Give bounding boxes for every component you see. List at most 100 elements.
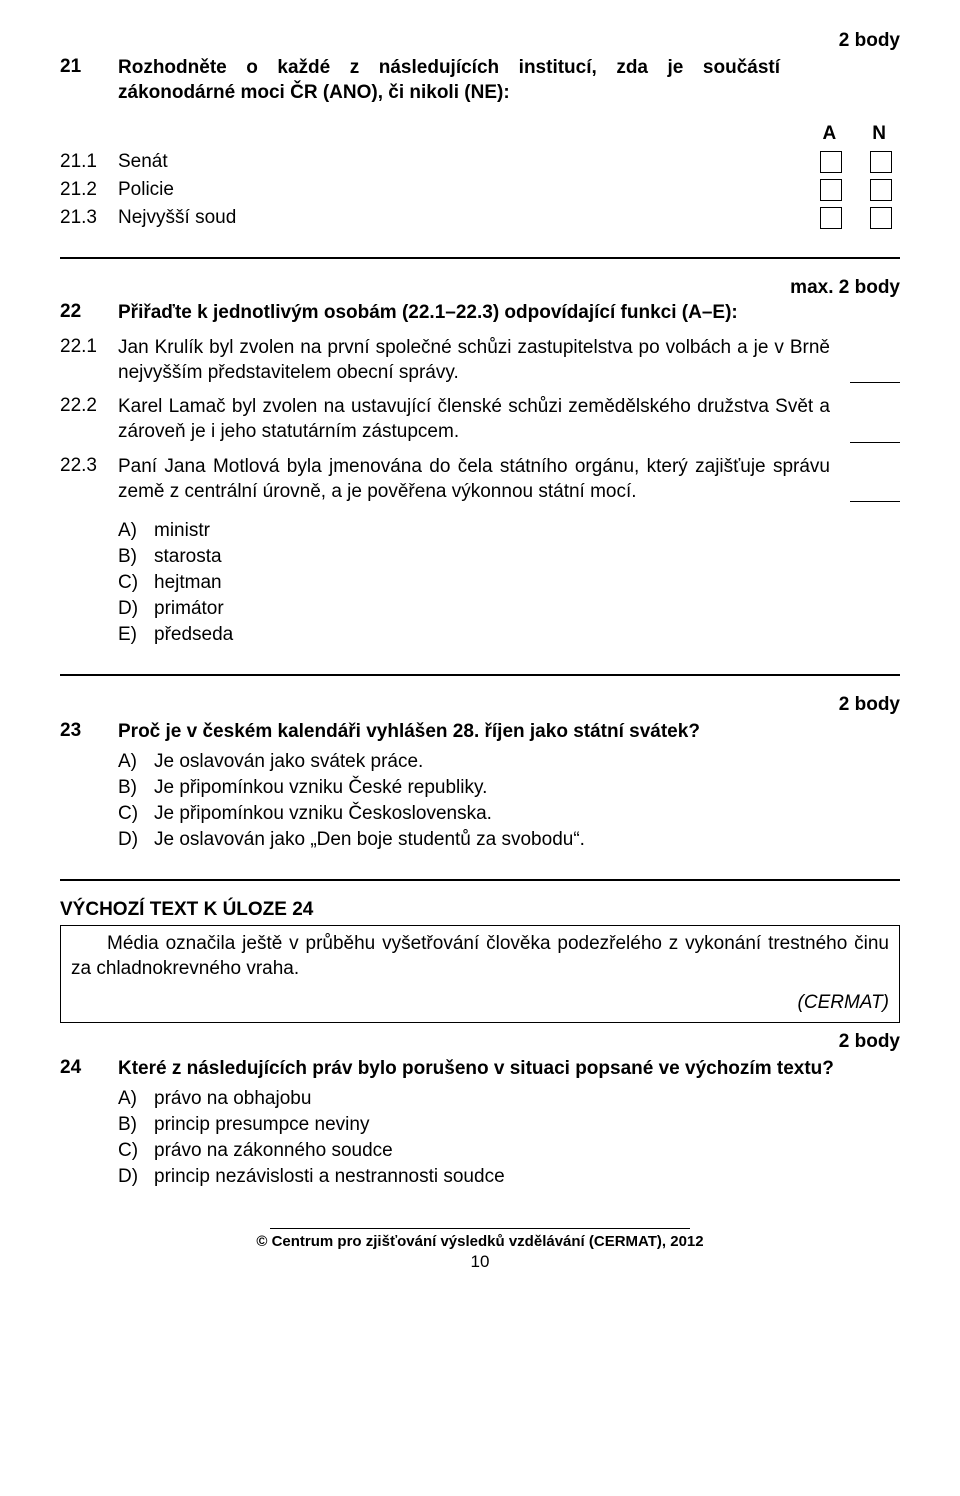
opt-letter: E) (118, 624, 154, 646)
q21-item-label: Senát (118, 151, 820, 173)
checkbox-a[interactable] (820, 207, 842, 229)
answer-blank[interactable] (850, 382, 900, 383)
page-number: 10 (60, 1252, 900, 1272)
q23-num: 23 (60, 720, 118, 742)
opt-letter: D) (118, 829, 154, 851)
q21-item-3: 21.3 Nejvyšší soud (60, 207, 900, 229)
q21-item-num: 21.3 (60, 207, 118, 229)
opt-text: předseda (154, 624, 233, 646)
divider (60, 257, 900, 259)
col-a: A (823, 123, 837, 145)
answer-blank[interactable] (850, 501, 900, 502)
opt-text: starosta (154, 546, 222, 568)
q22-sub-text: Karel Lamač byl zvolen na ustavující čle… (118, 395, 830, 444)
q22-opt: E)předseda (118, 624, 900, 646)
opt-letter: B) (118, 777, 154, 799)
q23-opt: B)Je připomínkou vzniku České republiky. (60, 777, 900, 799)
q21-item-label: Policie (118, 179, 820, 201)
q22-opt: C)hejtman (118, 572, 900, 594)
opt-text: ministr (154, 520, 210, 542)
q21-text: Rozhodněte o každé z následujících insti… (118, 56, 900, 105)
q24-opt: C)právo na zákonného soudce (60, 1140, 900, 1162)
source-body: Média označila ještě v průběhu vyšetřová… (71, 932, 889, 981)
q21-num: 21 (60, 56, 118, 78)
opt-text: Je připomínkou vzniku České republiky. (154, 777, 487, 799)
checkbox-n[interactable] (870, 179, 892, 201)
q21-item-1: 21.1 Senát (60, 151, 900, 173)
source-attr: (CERMAT) (71, 991, 889, 1016)
opt-text: primátor (154, 598, 224, 620)
col-n: N (872, 123, 886, 145)
q22-sub-3: 22.3 Paní Jana Motlová byla jmenována do… (60, 455, 830, 504)
q23-points: 2 body (60, 694, 900, 716)
q24-opt: B)princip presumpce neviny (60, 1114, 900, 1136)
q22-subs: 22.1 Jan Krulík byl zvolen na první spol… (60, 336, 900, 504)
q22-points: max. 2 body (60, 277, 900, 299)
q23-opt: C)Je připomínkou vzniku Československa. (60, 803, 900, 825)
q22-options: A)ministr B)starosta C)hejtman D)primáto… (118, 520, 900, 646)
q24-opt: D)princip nezávislosti a nestrannosti so… (60, 1166, 900, 1188)
q22-opt: D)primátor (118, 598, 900, 620)
q22-text: Přiřaďte k jednotlivým osobám (22.1–22.3… (118, 301, 900, 326)
q24-num: 24 (60, 1057, 118, 1079)
q24-opt: A)právo na obhajobu (60, 1088, 900, 1110)
opt-letter: B) (118, 546, 154, 568)
q21-item-boxes (820, 151, 900, 173)
opt-text: právo na obhajobu (154, 1088, 311, 1110)
opt-letter: D) (118, 598, 154, 620)
q24-points: 2 body (60, 1031, 900, 1053)
q23-options: A)Je oslavován jako svátek práce. B)Je p… (60, 751, 900, 851)
q23-opt: A)Je oslavován jako svátek práce. (60, 751, 900, 773)
q21-points: 2 body (60, 30, 900, 52)
q21-item-num: 21.2 (60, 179, 118, 201)
q22-sub-num: 22.1 (60, 336, 118, 385)
q22-header: 22 Přiřaďte k jednotlivým osobám (22.1–2… (60, 301, 900, 326)
q21-item-label: Nejvyšší soud (118, 207, 820, 229)
source-box: Média označila ještě v průběhu vyšetřová… (60, 925, 900, 1023)
q22-sub-1: 22.1 Jan Krulík byl zvolen na první spol… (60, 336, 830, 385)
q21-item-2: 21.2 Policie (60, 179, 900, 201)
opt-letter: D) (118, 1166, 154, 1188)
opt-letter: A) (118, 520, 154, 542)
opt-text: Je oslavován jako svátek práce. (154, 751, 423, 773)
q21-item-num: 21.1 (60, 151, 118, 173)
divider (60, 674, 900, 676)
q23-opt: D)Je oslavován jako „Den boje studentů z… (60, 829, 900, 851)
q22-sub-text: Jan Krulík byl zvolen na první společné … (118, 336, 830, 385)
opt-letter: A) (118, 1088, 154, 1110)
opt-text: právo na zákonného soudce (154, 1140, 393, 1162)
q24-text: Které z následujících práv bylo porušeno… (118, 1057, 900, 1082)
checkbox-a[interactable] (820, 151, 842, 173)
q22-sub-text: Paní Jana Motlová byla jmenována do čela… (118, 455, 830, 504)
opt-text: princip presumpce neviny (154, 1114, 369, 1136)
page: 2 body 21 Rozhodněte o každé z následují… (0, 0, 960, 1292)
q21-item-boxes (820, 207, 900, 229)
checkbox-a[interactable] (820, 179, 842, 201)
q22-sub-num: 22.2 (60, 395, 118, 444)
q21-item-boxes (820, 179, 900, 201)
q21-an-header: A N (60, 123, 900, 145)
q22-num: 22 (60, 301, 118, 323)
opt-letter: B) (118, 1114, 154, 1136)
q23-text: Proč je v českém kalendáři vyhlášen 28. … (118, 720, 900, 745)
footer: © Centrum pro zjišťování výsledků vzdělá… (60, 1228, 900, 1272)
opt-text: princip nezávislosti a nestrannosti soud… (154, 1166, 505, 1188)
q22-sub-num: 22.3 (60, 455, 118, 504)
q22-opt: A)ministr (118, 520, 900, 542)
q21-header: 21 Rozhodněte o každé z následujících in… (60, 56, 900, 105)
q23-header: 23 Proč je v českém kalendáři vyhlášen 2… (60, 720, 900, 745)
divider (60, 879, 900, 881)
opt-letter: A) (118, 751, 154, 773)
checkbox-n[interactable] (870, 151, 892, 173)
checkbox-n[interactable] (870, 207, 892, 229)
opt-text: Je oslavován jako „Den boje studentů za … (154, 829, 585, 851)
q22-block: max. 2 body 22 Přiřaďte k jednotlivým os… (60, 277, 900, 646)
answer-blank[interactable] (850, 442, 900, 443)
opt-letter: C) (118, 1140, 154, 1162)
q24-options: A)právo na obhajobu B)princip presumpce … (60, 1088, 900, 1188)
footer-org: © Centrum pro zjišťování výsledků vzdělá… (60, 1233, 900, 1250)
opt-text: hejtman (154, 572, 222, 594)
opt-letter: C) (118, 803, 154, 825)
q22-opt: B)starosta (118, 546, 900, 568)
opt-letter: C) (118, 572, 154, 594)
